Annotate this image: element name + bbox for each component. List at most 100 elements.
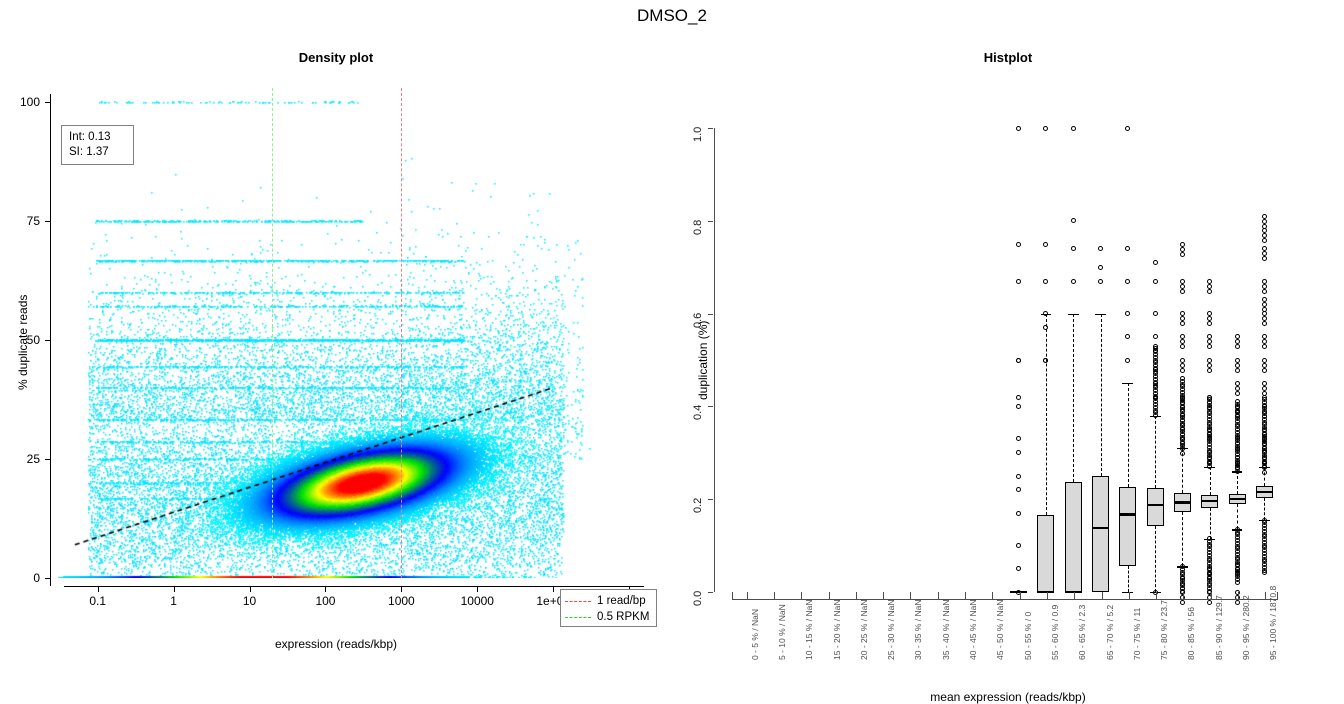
histplot-xtick (829, 592, 830, 600)
boxplot-outlier (1043, 325, 1049, 331)
histplot-xtick-label: 50 - 55 % / 0 (1022, 611, 1033, 660)
histplot-xtick-label: 30 - 35 % / NaN (913, 599, 924, 660)
boxplot-outlier (1179, 589, 1185, 595)
boxplot-whisker-upper (1100, 313, 1102, 476)
histplot-xtick (1265, 592, 1266, 600)
boxplot-outlier (1261, 469, 1267, 475)
histplot-xtick-label: 10 - 15 % / NaN (804, 599, 815, 660)
boxplot-outlier (1261, 302, 1267, 308)
boxplot-outlier (1016, 543, 1022, 549)
boxplot-outlier (1016, 125, 1022, 131)
boxplot-whisker-upper (1182, 448, 1184, 494)
boxplot-outlier (1234, 390, 1240, 396)
boxplot-outlier (1043, 357, 1049, 363)
boxplot-outlier (1016, 241, 1022, 247)
boxplot-box (1146, 487, 1164, 526)
density-xtick (477, 587, 479, 592)
boxplot-outlier (1207, 367, 1213, 373)
boxplot-outlier (1016, 394, 1022, 400)
boxplot-outlier (1261, 256, 1267, 262)
density-ytick (45, 340, 50, 342)
histplot-xtick (910, 592, 911, 600)
boxplot-outlier (1179, 376, 1185, 382)
boxplot-median (1146, 503, 1164, 506)
boxplot-outlier (1179, 321, 1185, 327)
boxplot-outlier (1261, 237, 1267, 243)
boxplot-median (1255, 491, 1273, 494)
density-ytick (45, 102, 50, 104)
boxplot-outlier (1261, 570, 1267, 576)
boxplot-outlier (1179, 288, 1185, 294)
boxplot-outlier (1179, 316, 1185, 322)
vline-0-5-rpkm (272, 88, 274, 578)
boxplot-whisker-lower (1155, 525, 1157, 592)
density-xtick (325, 587, 327, 592)
boxplot-outlier (1261, 339, 1267, 345)
boxplot-outlier (1234, 344, 1240, 350)
boxplot-outlier (1125, 278, 1131, 284)
histplot-xtick-label: 55 - 60 % / 0.9 (1049, 604, 1060, 660)
histplot-ytick-label: 0.0 (692, 590, 704, 606)
legend-label-red: 1 read/bp (597, 595, 646, 607)
density-plot-panel: Density plot 0.11101001000100001e+051e+0… (0, 40, 672, 672)
boxplot-outlier (1234, 362, 1240, 368)
boxplot-whisker-lower (1237, 503, 1239, 530)
histplot-ytick (708, 220, 713, 222)
boxplot-whisker-upper (1127, 383, 1129, 487)
vline-1-read-per-bp (401, 88, 403, 578)
boxplot-outlier (1070, 125, 1076, 131)
boxplot-outlier (1043, 241, 1049, 247)
boxplot-outlier (1261, 334, 1267, 340)
boxplot-outlier (1261, 321, 1267, 327)
density-xtick-label: 10000 (460, 594, 494, 608)
density-info-box: Int: 0.13 SI: 1.37 (61, 125, 134, 165)
boxplot-outlier (1179, 283, 1185, 289)
density-yaxis-title: % duplicate reads (16, 294, 30, 390)
histplot-xtick (883, 592, 884, 600)
histplot-ytick (708, 406, 713, 408)
boxplot-outlier (1016, 566, 1022, 572)
boxplot-median (1228, 497, 1246, 500)
density-xtick-label: 10 (242, 594, 257, 608)
boxplot-outlier (1261, 278, 1267, 284)
density-xtick (173, 587, 175, 592)
boxplot-whisker-upper (1264, 466, 1266, 487)
boxplot-outlier (1179, 251, 1185, 257)
boxplot-whisker-lower (1264, 497, 1266, 521)
boxplot-median (1037, 590, 1055, 594)
boxplot-outlier (1207, 362, 1213, 368)
boxplot-outlier (1234, 385, 1240, 391)
boxplot-outlier (1234, 399, 1240, 405)
boxplot-outlier (1070, 218, 1076, 224)
boxplot-median (1173, 501, 1191, 504)
boxplot-outlier (1016, 436, 1022, 442)
histplot-plot-area (732, 125, 1278, 605)
histplot-xtick (938, 592, 939, 600)
histplot-xaxis (732, 592, 1278, 600)
boxplot-outlier (1179, 367, 1185, 373)
boxplot-outlier (1261, 344, 1267, 350)
boxplot-outlier (1179, 278, 1185, 284)
boxplot-whisker-upper (1045, 313, 1047, 515)
boxplot-outlier (1179, 599, 1185, 605)
density-plot-area (58, 88, 652, 578)
boxplot-cap-upper (1067, 313, 1079, 315)
boxplot-outlier (1234, 367, 1240, 373)
density-ytick-label: 75 (26, 214, 40, 229)
legend-item-0-5-rpkm: 0.5 RPKM (565, 609, 652, 625)
boxplot-outlier (1261, 316, 1267, 322)
boxplot-outlier (1152, 260, 1158, 266)
histplot-ytick (708, 499, 713, 501)
histplot-ytick (708, 128, 713, 129)
density-ytick (45, 221, 50, 223)
histplot-xtick (1156, 592, 1157, 600)
boxplot-outlier (1016, 357, 1022, 363)
boxplot-outlier (1207, 316, 1213, 322)
boxplot-whisker-upper (1155, 415, 1157, 488)
boxplot-outlier (1207, 589, 1213, 595)
histplot-xtick-label: 75 - 80 % / 23.7 (1159, 599, 1170, 660)
boxplot-outlier (1098, 264, 1104, 270)
histplot-xtick (1211, 592, 1212, 600)
boxplot-outlier (1261, 283, 1267, 289)
density-legend: 1 read/bp 0.5 RPKM (560, 589, 657, 627)
